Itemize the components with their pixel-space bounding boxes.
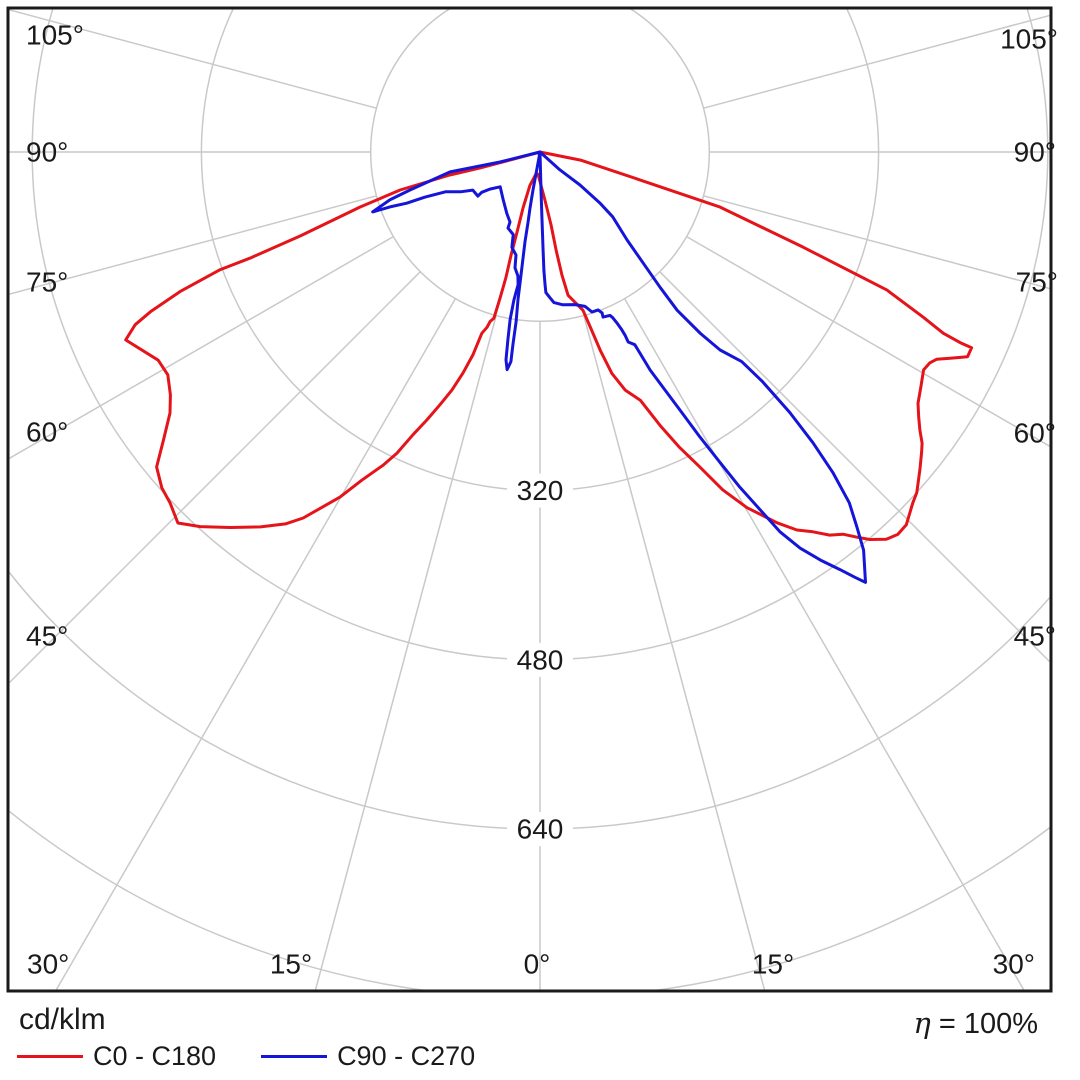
angle-label-11-60°: 60° bbox=[1014, 418, 1056, 449]
ring-label-480: 480 bbox=[517, 644, 564, 675]
plot-frame bbox=[6, 6, 1053, 993]
angle-label-6-15°: 15° bbox=[270, 949, 312, 980]
grid-radial-left-45deg bbox=[8, 271, 421, 686]
grid-radial-left-60deg bbox=[8, 235, 394, 460]
angle-label-9-30°: 30° bbox=[993, 949, 1035, 980]
legend-item-c0-c180: C0 - C180 bbox=[17, 1041, 216, 1072]
legend-item-c90-c270: C90 - C270 bbox=[261, 1041, 475, 1072]
grid-radial-right-60deg bbox=[686, 235, 1051, 448]
curve-c0-c180 bbox=[124, 150, 974, 541]
grid-radial-left-30deg bbox=[54, 298, 457, 991]
eta-symbol: η bbox=[913, 1006, 931, 1040]
angle-label-8-15°: 15° bbox=[752, 949, 794, 980]
ring-label-bg-320 bbox=[507, 473, 573, 508]
ring-label-640: 640 bbox=[517, 814, 564, 845]
angle-label-3-60°: 60° bbox=[26, 417, 68, 448]
angle-label-13-90°: 90° bbox=[1014, 137, 1056, 168]
grid-radial-right-75deg bbox=[703, 195, 1051, 290]
eta-value: = 100% bbox=[930, 1008, 1038, 1040]
ring-label-bg-640 bbox=[507, 812, 573, 847]
legend-label-c90-c270: C90 - C270 bbox=[337, 1041, 476, 1071]
ring-label-320: 320 bbox=[517, 475, 564, 506]
grid-radial-left-75deg bbox=[8, 195, 377, 296]
angle-label-1-90°: 90° bbox=[26, 137, 68, 168]
grid-radial-left-15deg bbox=[314, 315, 497, 991]
grid-radial-right-30deg bbox=[623, 298, 1026, 991]
angle-label-2-75°: 75° bbox=[26, 267, 68, 298]
legend-line-sample-red bbox=[17, 1055, 83, 1058]
angle-label-0-105°: 105° bbox=[26, 20, 84, 51]
angle-label-4-45°: 45° bbox=[26, 621, 68, 652]
ring-label-bg-480 bbox=[507, 642, 573, 677]
angle-label-5-30°: 30° bbox=[27, 949, 69, 980]
angle-label-7-0°: 0° bbox=[524, 949, 551, 980]
legend-label-c0-c180: C0 - C180 bbox=[93, 1041, 217, 1071]
angle-label-10-45°: 45° bbox=[1014, 621, 1056, 652]
grid-radial-right-45deg bbox=[659, 271, 1051, 665]
curve-c90-c270 bbox=[371, 150, 867, 584]
light-output-ratio: η = 100% bbox=[913, 1006, 1038, 1041]
axis-unit-label: cd/klm bbox=[19, 1003, 106, 1036]
grid-radial-left-105deg bbox=[8, 8, 377, 109]
grid-radial-right-15deg bbox=[583, 315, 766, 991]
grid-radial-right-105deg bbox=[703, 14, 1051, 109]
legend: C0 - C180 C90 - C270 bbox=[17, 1041, 475, 1072]
legend-line-sample-blue bbox=[261, 1055, 328, 1058]
angle-label-14-105°: 105° bbox=[1000, 24, 1058, 55]
